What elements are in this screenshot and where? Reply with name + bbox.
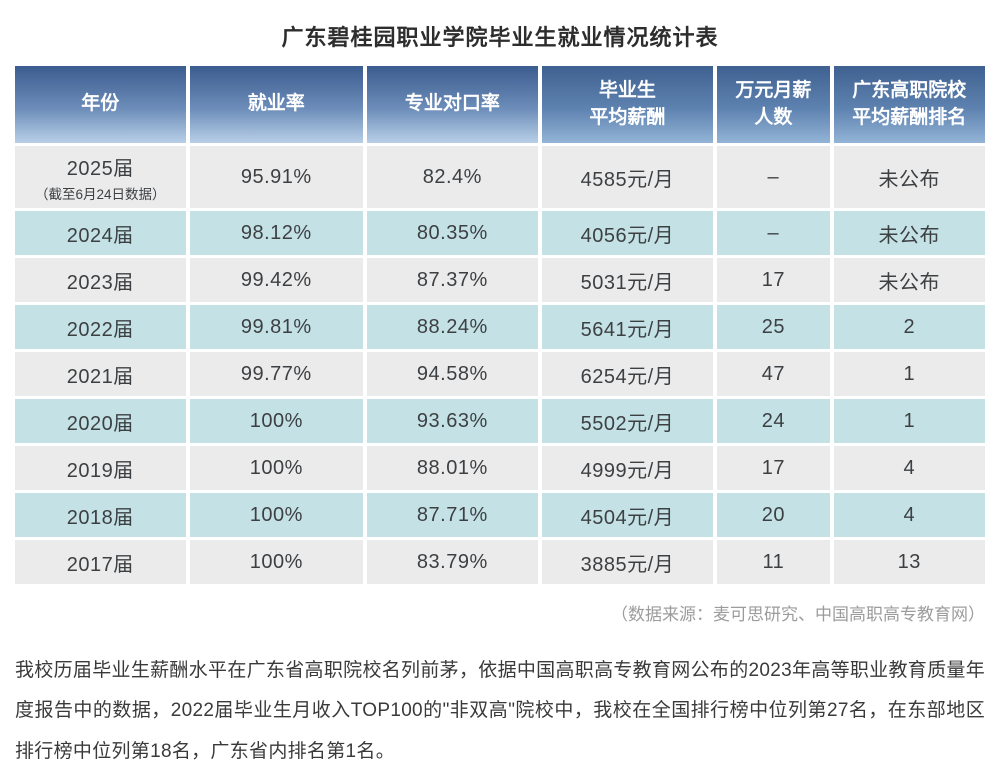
table-row: 2019届 100% 88.01% 4999元/月 17 4 (15, 446, 985, 490)
rank-cell: 2 (833, 305, 985, 349)
rank-cell: 1 (833, 399, 985, 443)
year-cell: 2025届 （截至6月24日数据） (15, 146, 186, 208)
col-header-avg-salary: 毕业生 平均薪酬 (541, 66, 714, 143)
summary-paragraph: 我校历届毕业生薪酬水平在广东省高职院校名列前茅，依据中国高职高专教育网公布的20… (15, 660, 985, 762)
avg-salary-cell: 4999元/月 (541, 446, 714, 490)
year-cell: 2024届 (15, 211, 186, 255)
employment-rate-cell: 98.12% (189, 211, 364, 255)
table-row: 2022届 99.81% 88.24% 5641元/月 25 2 (15, 305, 985, 349)
rank-cell: 4 (833, 446, 985, 490)
avg-salary-cell: 5031元/月 (541, 258, 714, 302)
employment-rate-cell: 100% (189, 446, 364, 490)
avg-salary-cell: 3885元/月 (541, 540, 714, 584)
col-header-tenk-count: 万元月薪 人数 (717, 66, 830, 143)
table-row: 2025届 （截至6月24日数据） 95.91% 82.4% 4585元/月 –… (15, 146, 985, 208)
major-match-cell: 87.37% (367, 258, 538, 302)
major-match-cell: 94.58% (367, 352, 538, 396)
col-header-salary-rank: 广东高职院校 平均薪酬排名 (833, 66, 985, 143)
avg-salary-cell: 4585元/月 (541, 146, 714, 208)
table-row: 2020届 100% 93.63% 5502元/月 24 1 (15, 399, 985, 443)
rank-cell: 1 (833, 352, 985, 396)
employment-rate-cell: 99.77% (189, 352, 364, 396)
table-header-row: 年份 就业率 专业对口率 毕业生 平均薪酬 万元月薪 人数 广东高职院校 平均薪… (15, 66, 985, 143)
year-label: 2025届 (66, 157, 134, 180)
table-row: 2018届 100% 87.71% 4504元/月 20 4 (15, 493, 985, 537)
table-row: 2021届 99.77% 94.58% 6254元/月 47 1 (15, 352, 985, 396)
employment-rate-cell: 100% (189, 399, 364, 443)
year-cell: 2018届 (15, 493, 186, 537)
tenk-count-cell: – (717, 211, 830, 255)
col-header-year: 年份 (15, 66, 186, 143)
rank-cell: 未公布 (833, 211, 985, 255)
year-cell: 2022届 (15, 305, 186, 349)
rank-cell: 13 (833, 540, 985, 584)
year-cell: 2023届 (15, 258, 186, 302)
employment-rate-cell: 100% (189, 540, 364, 584)
col-header-major-match-rate: 专业对口率 (367, 66, 538, 143)
employment-rate-cell: 95.91% (189, 146, 364, 208)
tenk-count-cell: 17 (717, 446, 830, 490)
tenk-count-cell: 47 (717, 352, 830, 396)
tenk-count-cell: 11 (717, 540, 830, 584)
rank-cell: 未公布 (833, 258, 985, 302)
major-match-cell: 87.71% (367, 493, 538, 537)
year-cell: 2020届 (15, 399, 186, 443)
employment-table: 年份 就业率 专业对口率 毕业生 平均薪酬 万元月薪 人数 广东高职院校 平均薪… (15, 66, 985, 584)
tenk-count-cell: – (717, 146, 830, 208)
tenk-count-cell: 25 (717, 305, 830, 349)
major-match-cell: 83.79% (367, 540, 538, 584)
employment-rate-cell: 100% (189, 493, 364, 537)
major-match-cell: 88.24% (367, 305, 538, 349)
year-cell: 2017届 (15, 540, 186, 584)
year-cell: 2021届 (15, 352, 186, 396)
major-match-cell: 88.01% (367, 446, 538, 490)
tenk-count-cell: 20 (717, 493, 830, 537)
table-row: 2024届 98.12% 80.35% 4056元/月 – 未公布 (15, 211, 985, 255)
avg-salary-cell: 4056元/月 (541, 211, 714, 255)
major-match-cell: 82.4% (367, 146, 538, 208)
tenk-count-cell: 17 (717, 258, 830, 302)
col-header-employment-rate: 就业率 (189, 66, 364, 143)
avg-salary-cell: 5641元/月 (541, 305, 714, 349)
table-row: 2023届 99.42% 87.37% 5031元/月 17 未公布 (15, 258, 985, 302)
table-row: 2017届 100% 83.79% 3885元/月 11 13 (15, 540, 985, 584)
data-source-note: （数据来源：麦可思研究、中国高职高专教育网） (611, 605, 985, 624)
year-note: （截至6月24日数据） (35, 186, 166, 202)
avg-salary-cell: 5502元/月 (541, 399, 714, 443)
rank-cell: 4 (833, 493, 985, 537)
major-match-cell: 80.35% (367, 211, 538, 255)
employment-rate-cell: 99.42% (189, 258, 364, 302)
avg-salary-cell: 4504元/月 (541, 493, 714, 537)
avg-salary-cell: 6254元/月 (541, 352, 714, 396)
page-title: 广东碧桂园职业学院毕业生就业情况统计表 (281, 25, 719, 50)
year-cell: 2019届 (15, 446, 186, 490)
tenk-count-cell: 24 (717, 399, 830, 443)
major-match-cell: 93.63% (367, 399, 538, 443)
rank-cell: 未公布 (833, 146, 985, 208)
employment-rate-cell: 99.81% (189, 305, 364, 349)
